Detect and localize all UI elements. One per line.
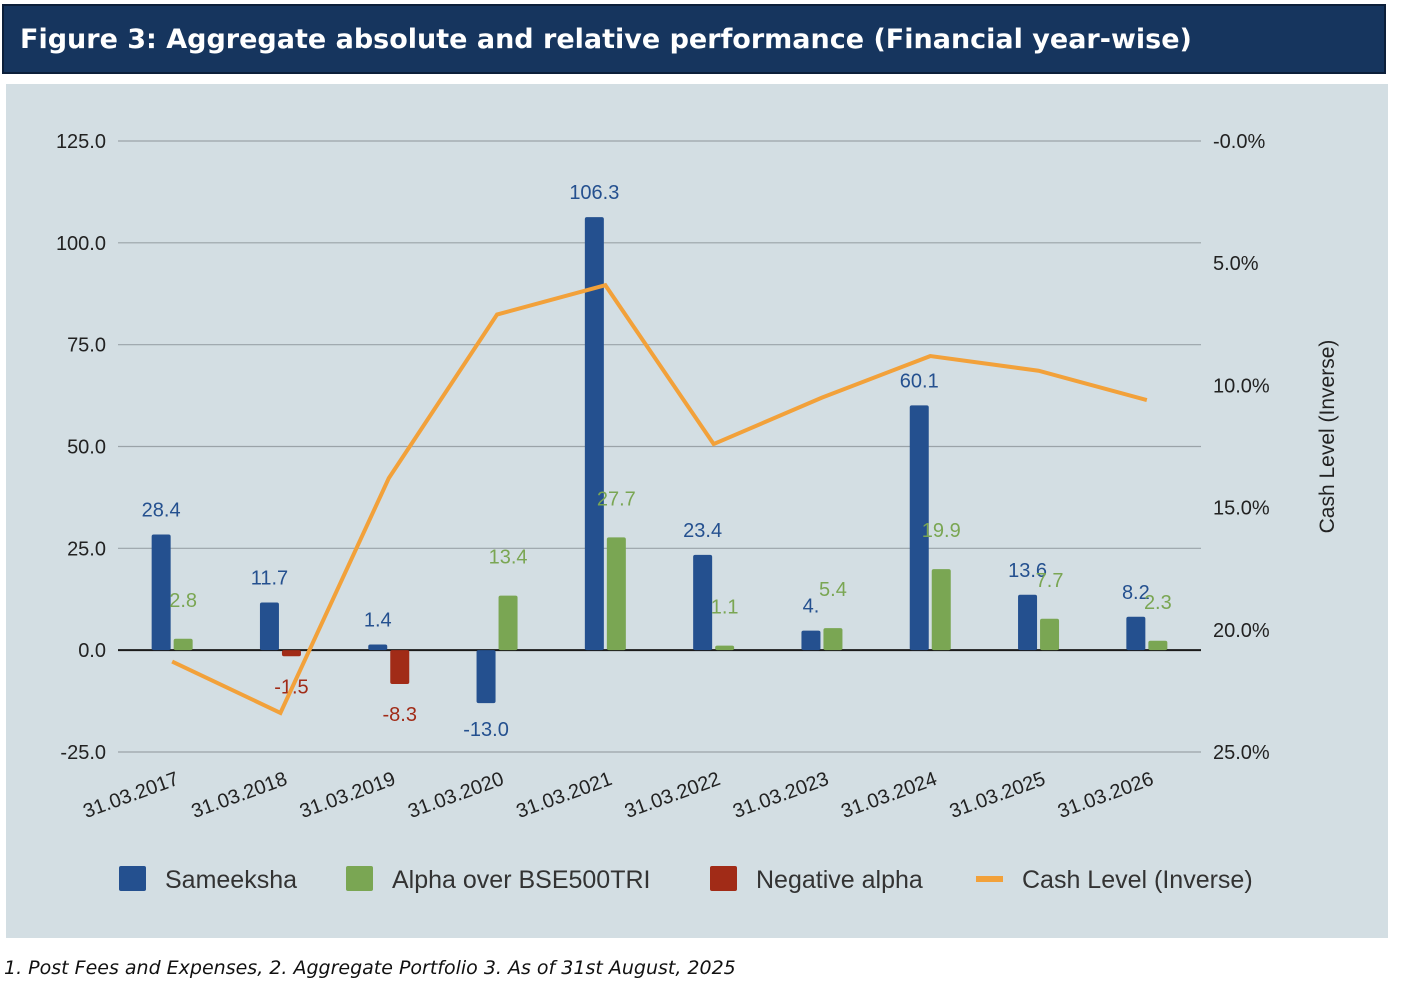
alpha-bar <box>715 645 735 651</box>
category-label: 31.03.2022 <box>622 768 724 823</box>
alpha-bar <box>823 628 843 651</box>
left-tick-label: 75.0 <box>67 335 106 357</box>
sameeksha-bar <box>584 217 604 651</box>
sameeksha-bar <box>259 602 279 651</box>
sameeksha-data-label: 106.3 <box>569 182 619 204</box>
alpha-data-label: 2.8 <box>169 590 197 612</box>
right-tick-label: -0.0% <box>1213 131 1265 153</box>
negative-alpha-bar <box>390 650 410 684</box>
negative-alpha-data-label: -8.3 <box>383 704 417 726</box>
legend-swatch <box>346 866 373 891</box>
right-tick-label: 20.0% <box>1213 620 1270 642</box>
legend-swatch <box>710 866 737 891</box>
cash-level-line <box>171 282 1148 716</box>
combo-chart: 125.0 100.0 75.0 50.0 25.0 0.0 -25.0 -0.0% 5.0% 1… <box>56 131 1339 894</box>
sameeksha-data-label: 28.4 <box>142 499 181 521</box>
sameeksha-data-label: 13.6 <box>1008 560 1047 582</box>
alpha-data-label: 1.1 <box>711 597 739 619</box>
sameeksha-bar <box>801 630 821 651</box>
right-axis-title: Cash Level (Inverse) <box>1316 340 1339 534</box>
left-tick-label: 25.0 <box>67 538 106 560</box>
sameeksha-data-label: 4. <box>803 596 820 618</box>
left-tick-label: 125.0 <box>56 131 106 153</box>
legend-label: Alpha over BSE500TRI <box>392 866 650 894</box>
sameeksha-bar <box>151 534 171 651</box>
legend-swatch <box>119 866 146 891</box>
alpha-bar <box>1148 640 1168 651</box>
figure-title: Figure 3: Aggregate absolute and relativ… <box>20 23 1192 55</box>
alpha-bar <box>931 569 951 651</box>
alpha-data-label: 7.7 <box>1036 570 1064 592</box>
alpha-bar <box>606 537 626 651</box>
sameeksha-data-label: -13.0 <box>463 719 509 741</box>
alpha-data-label: 2.3 <box>1144 592 1172 614</box>
figure-header: Figure 3: Aggregate absolute and relativ… <box>2 4 1386 74</box>
sameeksha-bar <box>1126 616 1146 651</box>
right-tick-label: 25.0% <box>1213 742 1270 764</box>
sameeksha-bar <box>476 650 496 704</box>
sameeksha-data-label: 8.2 <box>1122 582 1150 604</box>
alpha-data-label: 27.7 <box>597 488 636 510</box>
category-label: 31.03.2026 <box>1055 768 1157 823</box>
category-label: 31.03.2017 <box>80 768 182 823</box>
category-label: 31.03.2019 <box>297 768 399 823</box>
category-label: 31.03.2020 <box>405 768 507 823</box>
legend-label: Cash Level (Inverse) <box>1022 866 1253 894</box>
alpha-bar <box>173 638 193 651</box>
sameeksha-bar <box>1018 594 1038 651</box>
sameeksha-bar <box>693 554 713 651</box>
sameeksha-bar <box>368 644 388 651</box>
alpha-data-label: 5.4 <box>819 579 847 601</box>
left-tick-label: -25.0 <box>60 742 106 764</box>
sameeksha-data-label: 1.4 <box>364 609 392 631</box>
category-label: 31.03.2024 <box>838 768 940 823</box>
chart-panel: 125.0 100.0 75.0 50.0 25.0 0.0 -25.0 -0.0% 5.0% 1… <box>6 84 1388 938</box>
legend-label: Negative alpha <box>756 866 923 894</box>
legend-label: Sameeksha <box>165 866 297 894</box>
right-tick-label: 15.0% <box>1213 498 1270 520</box>
legend-swatch <box>976 876 1003 882</box>
sameeksha-bar <box>909 405 929 651</box>
left-tick-label: 100.0 <box>56 233 106 255</box>
footnote: 1. Post Fees and Expenses, 2. Aggregate … <box>4 957 736 979</box>
sameeksha-data-label: 23.4 <box>683 520 722 542</box>
category-label: 31.03.2021 <box>513 768 615 823</box>
alpha-data-label: 19.9 <box>922 520 961 542</box>
left-tick-label: 0.0 <box>78 640 106 662</box>
alpha-bar <box>498 595 518 651</box>
category-label: 31.03.2025 <box>947 768 1049 823</box>
sameeksha-data-label: 11.7 <box>251 568 288 590</box>
right-tick-label: 10.0% <box>1213 375 1270 397</box>
sameeksha-data-label: 60.1 <box>900 370 939 392</box>
negative-alpha-bar <box>281 650 301 657</box>
category-label: 31.03.2023 <box>730 768 832 823</box>
right-tick-label: 5.0% <box>1213 253 1259 275</box>
alpha-bar <box>1040 618 1060 651</box>
category-label: 31.03.2018 <box>189 768 291 823</box>
alpha-data-label: 13.4 <box>489 547 528 569</box>
left-tick-label: 50.0 <box>67 437 106 459</box>
